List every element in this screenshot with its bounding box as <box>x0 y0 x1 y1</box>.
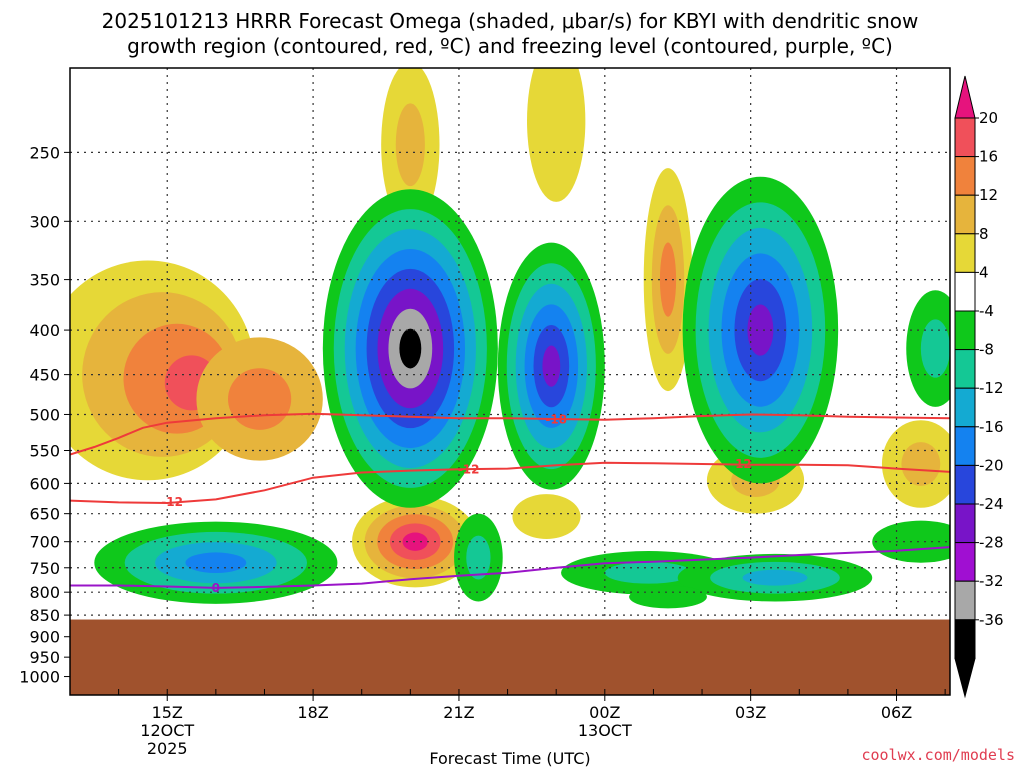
colorbar-swatch-9 <box>954 464 976 505</box>
x-tick-label-21-0: 21Z <box>443 703 474 722</box>
y-tick-label-300: 300 <box>29 212 60 231</box>
x-tick-label-15-1: 12OCT <box>140 721 194 740</box>
omega-blob-15-level-2 <box>742 569 808 586</box>
y-tick-label-850: 850 <box>29 606 60 625</box>
x-tick-label-27-0: 03Z <box>735 703 766 722</box>
colorbar-label-9: -20 <box>979 456 1004 474</box>
x-tick-label-18-0: 18Z <box>297 703 328 722</box>
colorbar-label-12: -32 <box>979 572 1004 590</box>
omega-blob-4-level-4 <box>402 532 428 551</box>
omega-blob-8-level-1 <box>901 442 941 486</box>
colorbar-label-1: 16 <box>979 148 998 166</box>
colorbar-swatch-1 <box>954 156 976 196</box>
y-tick-label-250: 250 <box>29 143 60 162</box>
colorbar-label-5: -4 <box>979 302 994 320</box>
series-line-2 <box>70 546 950 589</box>
omega-blob-12-level-3 <box>185 552 247 573</box>
colorbar-swatch-7 <box>954 387 976 428</box>
y-tick-label-450: 450 <box>29 366 60 385</box>
y-tick-label-500: 500 <box>29 405 60 424</box>
colorbar-swatch-5 <box>954 310 976 351</box>
series-line-1 <box>70 461 950 505</box>
omega-blob-5-level-2 <box>659 242 677 317</box>
colorbar-swatch-11 <box>954 542 976 582</box>
omega-blob-16-level-1 <box>920 319 950 378</box>
omega-blob-17-level-0 <box>629 585 707 609</box>
omega-blob-9-level-7 <box>399 328 422 369</box>
colorbar-label-3: 8 <box>979 225 989 243</box>
colorbar-label-7: -12 <box>979 379 1004 397</box>
colorbar-label-0: 20 <box>979 109 998 127</box>
colorbar-bottom-arrow <box>954 657 976 699</box>
terrain-fill <box>70 619 950 695</box>
omega-blob-2-level-1 <box>395 103 425 187</box>
x-tick-label-30-0: 06Z <box>881 703 912 722</box>
y-tick-label-950: 950 <box>29 648 60 667</box>
gridlines <box>69 68 950 695</box>
omega-shading <box>70 68 950 609</box>
colorbar-label-2: 12 <box>979 186 998 204</box>
chart-title-line1: 2025101213 HRRR Forecast Omega (shaded, … <box>102 9 919 33</box>
x-tick-label-24-1: 13OCT <box>578 721 632 740</box>
colorbar-swatch-8 <box>954 426 976 466</box>
isotherm-lines <box>70 412 950 589</box>
y-tick-label-700: 700 <box>29 533 60 552</box>
contour-label-dgz_lower_left: -12 <box>161 495 183 509</box>
y-axis-ticks: 250 300 350 400 450 500 550 600 650 700 750 800 850 9… <box>19 143 70 687</box>
omega-blob-3-level-0 <box>527 68 586 202</box>
colorbar-swatch-3 <box>954 233 976 273</box>
y-tick-label-600: 600 <box>29 474 60 493</box>
chart-title-line2: growth region (contoured, red, ºC) and f… <box>127 34 893 58</box>
y-tick-label-550: 550 <box>29 442 60 461</box>
colorbar-label-10: -24 <box>979 495 1004 513</box>
omega-blob-6-level-0 <box>512 494 581 539</box>
contour-label-dgz_lower_mid: -12 <box>458 462 480 476</box>
contour-labels: -18 -12 -12 -12 0 <box>161 413 752 595</box>
y-tick-label-800: 800 <box>29 583 60 602</box>
omega-blob-13-level-1 <box>466 535 491 580</box>
x-tick-label-15-0: 15Z <box>152 703 183 722</box>
colorbar-swatch-12 <box>954 580 976 621</box>
omega-blob-11-level-5 <box>747 304 774 356</box>
y-tick-label-650: 650 <box>29 505 60 524</box>
colorbar-swatch-6 <box>954 349 976 389</box>
colorbar-swatch-4 <box>954 271 976 312</box>
plot-frame <box>69 67 951 696</box>
contour-label-dgz_upper: -18 <box>545 413 567 427</box>
x-tick-label-15-2: 2025 <box>147 739 188 758</box>
y-tick-label-350: 350 <box>29 271 60 290</box>
y-tick-label-750: 750 <box>29 559 60 578</box>
colorbar: 20 16 12 8 4 -4 -8 -12 -16 -20 -24 -28 -32 -36 <box>954 75 1004 699</box>
omega-blob-14-level-1 <box>604 561 693 584</box>
colorbar-swatch-10 <box>954 503 976 544</box>
colorbar-top-arrow <box>954 75 976 119</box>
colorbar-swatch-13 <box>954 619 976 659</box>
colorbar-label-8: -16 <box>979 418 1004 436</box>
contour-label-dgz_lower_right: -12 <box>730 457 752 471</box>
y-tick-label-1000: 1000 <box>19 668 60 687</box>
credit-text: coolwx.com/models <box>861 746 1015 764</box>
omega-blob-1-level-1 <box>228 368 292 430</box>
colorbar-label-6: -8 <box>979 341 994 359</box>
y-tick-label-900: 900 <box>29 628 60 647</box>
colorbar-swatch-0 <box>954 117 976 158</box>
omega-blob-10-level-5 <box>542 345 561 387</box>
colorbar-swatch-2 <box>954 194 976 235</box>
colorbar-label-11: -28 <box>979 534 1004 552</box>
colorbar-label-4: 4 <box>979 263 989 281</box>
x-tick-label-24-0: 00Z <box>589 703 620 722</box>
contour-label-freezing: 0 <box>212 581 220 595</box>
colorbar-label-13: -36 <box>979 611 1004 629</box>
series-line-0 <box>70 412 950 456</box>
x-axis-label: Forecast Time (UTC) <box>429 749 590 768</box>
y-tick-label-400: 400 <box>29 321 60 340</box>
